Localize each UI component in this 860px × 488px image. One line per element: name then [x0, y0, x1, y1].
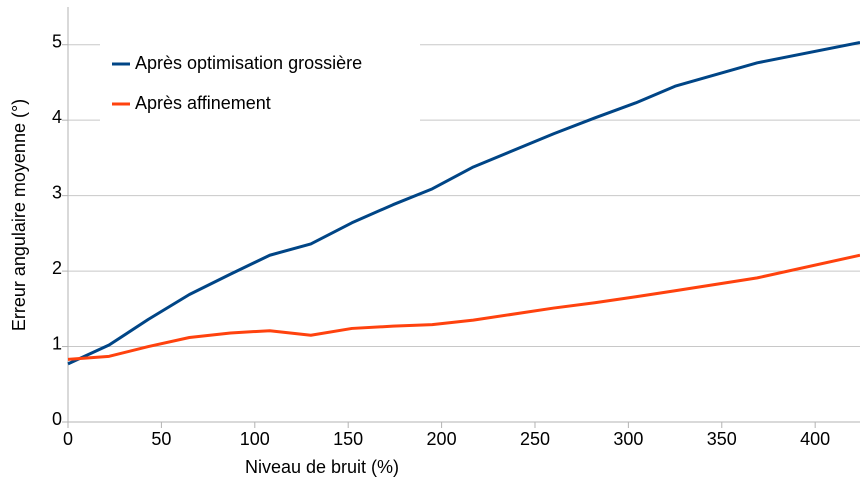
legend-label: Après optimisation grossière	[135, 53, 362, 73]
x-tick-label: 200	[427, 429, 457, 449]
x-tick-label: 250	[520, 429, 550, 449]
legend: Après optimisation grossière Après affine…	[100, 38, 420, 122]
y-tick-label: 1	[52, 333, 62, 353]
x-tick-label: 400	[800, 429, 830, 449]
y-tick-label: 0	[52, 409, 62, 429]
x-tick-label: 100	[240, 429, 270, 449]
x-tick-label: 150	[333, 429, 363, 449]
legend-box	[100, 38, 420, 122]
series-line	[67, 253, 860, 361]
x-tick-label: 350	[707, 429, 737, 449]
x-tick-label: 50	[151, 429, 171, 449]
y-tick-label: 5	[52, 31, 62, 51]
x-tick-label: 0	[63, 429, 73, 449]
x-tick-label: 300	[613, 429, 643, 449]
y-tick-label: 3	[52, 182, 62, 202]
y-tick-label: 2	[52, 258, 62, 278]
legend-label: Après affinement	[135, 93, 271, 113]
series-line	[67, 40, 860, 366]
y-axis-label: Erreur angulaire moyenne (°)	[9, 99, 29, 331]
y-tick-label: 4	[52, 107, 62, 127]
x-axis-label: Niveau de bruit (%)	[245, 457, 399, 477]
